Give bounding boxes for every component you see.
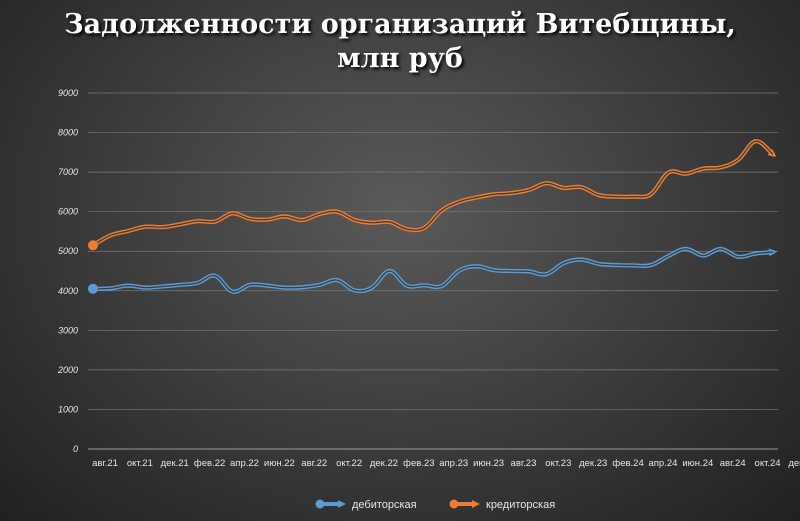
y-tick-label: 4000: [58, 286, 78, 296]
y-tick-label: 3000: [58, 325, 78, 335]
series-start-marker-payables: [88, 240, 98, 251]
x-tick-label: дек.22: [370, 458, 398, 469]
y-tick-label: 5000: [58, 246, 78, 256]
chart-title-line-2: млн руб: [337, 43, 463, 74]
x-tick-label: дек.23: [579, 458, 607, 469]
chart-title: Задолженности организаций Витебщины, млн…: [0, 8, 800, 76]
x-tick-label: июн.23: [473, 458, 504, 469]
x-tick-label: авг.22: [301, 458, 327, 469]
y-tick-label: 7000: [58, 167, 78, 177]
x-tick-label: окт.23: [545, 458, 571, 469]
x-tick-label: апр.24: [648, 458, 677, 469]
x-tick-label: окт.22: [336, 458, 362, 469]
x-tick-label: окт.21: [127, 458, 153, 469]
x-tick-label: июн.22: [264, 458, 295, 469]
x-tick-label: июн.24: [682, 458, 713, 469]
x-tick-label: авг.23: [511, 458, 537, 469]
legend-label-payables: кредиторская: [486, 499, 555, 511]
legend-marker-receivables: [315, 499, 325, 509]
x-tick-label: дек.21: [161, 458, 189, 469]
x-tick-label: авг.21: [92, 458, 118, 469]
y-tick-label: 9000: [58, 88, 78, 98]
x-tick-label: окт.24: [755, 458, 781, 469]
series-start-marker-receivables: [88, 283, 98, 294]
x-tick-label: апр.23: [439, 458, 468, 469]
series-lines: [88, 139, 777, 294]
series-line-payables: [90, 139, 777, 248]
legend-label-receivables: дебиторская: [352, 499, 417, 511]
x-tick-label: фев.23: [403, 458, 434, 469]
y-tick-label: 1000: [58, 404, 78, 414]
y-tick-label: 2000: [57, 365, 78, 375]
axes: 0 1000 2000 3000 4000 5000 6000 7000 8000 9000 авг…: [57, 88, 800, 469]
x-tick-label: фев.24: [612, 458, 643, 469]
legend-marker-payables: [449, 499, 459, 509]
gridlines: [88, 92, 778, 450]
x-tick-label: авг.24: [720, 458, 746, 469]
series-line-inner-payables: [92, 140, 774, 246]
x-tick-label: фев.22: [194, 458, 225, 469]
chart-title-line-1: Задолженности организаций Витебщины,: [64, 9, 736, 40]
y-tick-label: 0: [73, 444, 78, 454]
series-line-inner-receivables: [92, 248, 774, 293]
y-tick-label: 6000: [58, 207, 78, 217]
legend: дебиторская кредиторская: [315, 499, 555, 511]
x-tick-label: дек.24: [788, 458, 800, 469]
x-tick-label: апр.22: [230, 458, 259, 469]
y-tick-label: 8000: [58, 128, 78, 138]
